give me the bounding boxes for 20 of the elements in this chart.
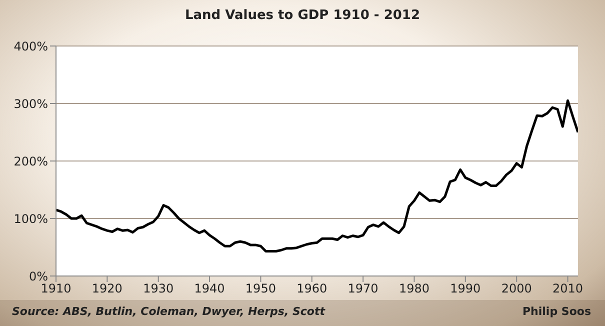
source-note: Source: ABS, Butlin, Coleman, Dwyer, Herps, Scott bbox=[12, 305, 325, 318]
y-tick-label: 0% bbox=[28, 269, 48, 284]
y-tick-label: 400% bbox=[14, 39, 48, 54]
x-tick-label: 1970 bbox=[348, 282, 378, 296]
x-tick-label: 1930 bbox=[143, 282, 174, 296]
y-tick-label: 200% bbox=[14, 154, 48, 168]
x-tick-label: 1960 bbox=[296, 282, 328, 296]
x-tick-label: 2000 bbox=[501, 282, 532, 296]
x-tick-label: 2010 bbox=[552, 282, 584, 296]
x-tick-label: 1950 bbox=[245, 282, 276, 296]
x-tick-label: 1980 bbox=[398, 282, 430, 296]
line-series bbox=[56, 99, 578, 253]
x-tick-label: 1990 bbox=[450, 282, 481, 296]
text: Philip Soos bbox=[522, 305, 591, 318]
chart-title: Land Values to GDP 1910 - 2012 bbox=[184, 8, 422, 23]
y-tick-label: 100% bbox=[14, 212, 48, 226]
x-tick-label: 1940 bbox=[194, 282, 225, 296]
y-tick-label: 300% bbox=[14, 96, 48, 111]
x-tick-label: 1910 bbox=[40, 282, 72, 296]
x-tick-label: 1920 bbox=[92, 282, 122, 296]
